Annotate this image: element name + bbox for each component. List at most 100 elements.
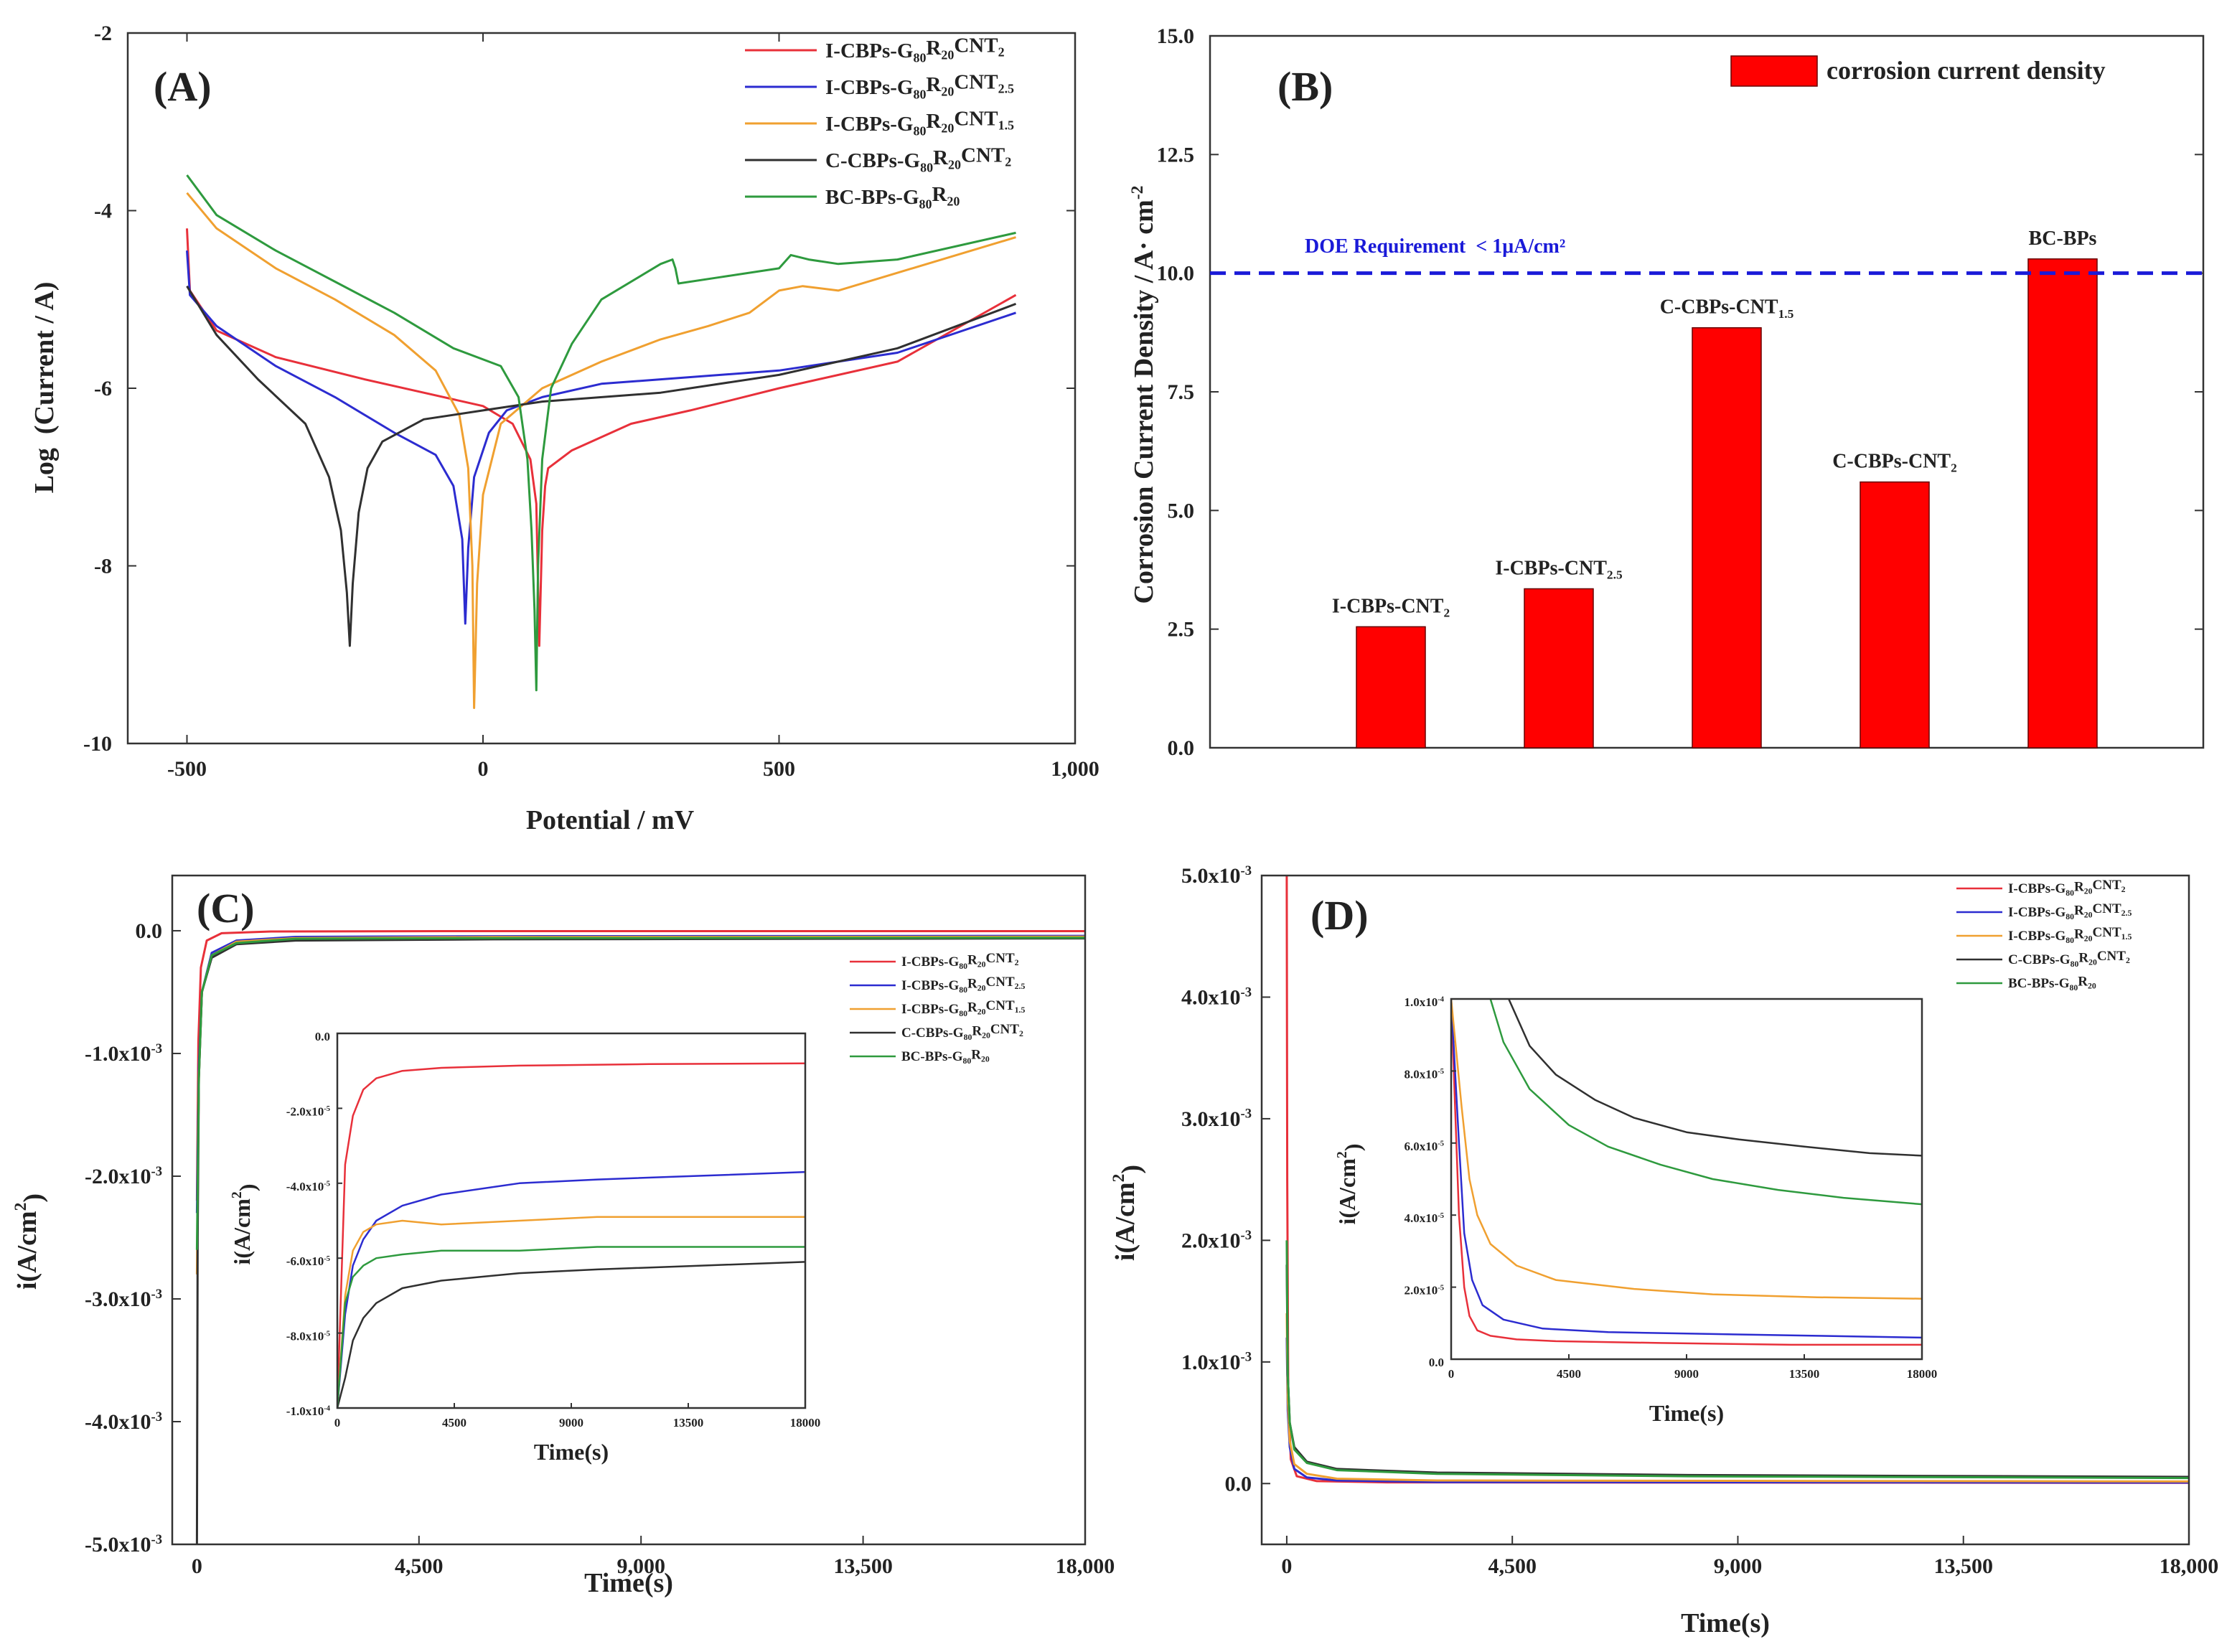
panel-b-bar-5 (2027, 258, 2098, 748)
panel-c-x-axis-label: Time(s) (584, 1568, 673, 1598)
panel-a-series-4 (186, 285, 1017, 647)
panel-a-legend-label-1: I-CBPs-G80R20CNT2 (825, 34, 1005, 65)
panel-c-inset-background (337, 1033, 805, 1408)
panel-b-reference-label: DOE Requirement < 1μA/cm² (1305, 235, 1565, 258)
panel-c-legend-label-4: C-CBPs-G80R20CNT2 (901, 1022, 1023, 1042)
panel-d-ytick-label: 4.0x10-3 (1181, 985, 1252, 1009)
panel-b-legend-swatch (1730, 55, 1818, 87)
panel-c-xtick-label: 0 (192, 1554, 202, 1578)
panel-b-bar-1 (1356, 626, 1426, 748)
panel-c-inset-xtick-label: 9000 (559, 1416, 583, 1430)
panel-d: 0 4,500 9,000 13,500 18,000 5.0x10-3 4.0x10-3 3… (1110, 863, 2218, 1638)
panel-a-series-2 (186, 250, 1016, 625)
panel-d-inset-x-axis-label: Time(s) (1649, 1400, 1724, 1426)
panel-a-xtick-label: -500 (167, 757, 207, 781)
panel-a-label: (A) (154, 63, 212, 110)
panel-b-ytick-label: 5.0 (1168, 499, 1195, 522)
panel-d-xtick-label: 4,500 (1488, 1554, 1537, 1578)
panel-c-inset-y-axis-label: i(A/cm2) (229, 1184, 260, 1265)
panel-b-label: (B) (1277, 63, 1333, 110)
panel-a-ytick-label: -10 (83, 732, 112, 756)
panel-c-inset-ytick-label: -2.0x10-5 (286, 1104, 330, 1118)
panel-d-legend-label-5: BC-BPs-G80R20 (2008, 974, 2096, 992)
panel-b-ytick-label: 12.5 (1157, 143, 1195, 166)
panel-c-legend-label-5: BC-BPs-G80R20 (901, 1047, 990, 1066)
panel-a-xtick-label: 0 (478, 757, 489, 781)
panel-a: -500 0 500 1,000 -2 -4 -6 -8 -10 Potential / mV Lo… (29, 22, 1099, 835)
panel-b-ytick-label: 7.5 (1168, 380, 1195, 404)
panel-c-inset-series-3 (337, 1216, 805, 1408)
panel-c-xtick-label: 4,500 (395, 1554, 444, 1578)
panel-c-frame (171, 874, 1087, 1546)
panel-d-inset-ytick-label: 1.0x10-4 (1404, 995, 1444, 1009)
panel-c-inset-series-1 (337, 1062, 805, 1408)
panel-b-bar-3 (1692, 327, 1762, 748)
panel-b: 0.0 2.5 5.0 7.5 10.0 12.5 15.0 I-CBPs-CNT2 I-CBP… (1128, 24, 2205, 760)
panel-a-ytick-label: -2 (94, 22, 112, 45)
panel-c-label: (C) (197, 885, 255, 931)
panel-d-xtick-label: 9,000 (1714, 1554, 1763, 1578)
panel-d-inset-series-3 (1451, 999, 1922, 1300)
panel-c-ytick-label: -5.0x10-3 (85, 1532, 162, 1557)
panel-b-ytick-label: 2.5 (1168, 618, 1195, 642)
panel-a-ytick-label: -4 (94, 200, 112, 223)
panel-c-xtick-label: 13,500 (833, 1554, 893, 1578)
panel-d-xtick-label: 13,500 (1933, 1554, 1993, 1578)
panel-d-inset-series-2 (1451, 999, 1922, 1339)
panel-c-inset-ytick-label: -4.0x10-5 (286, 1180, 330, 1193)
panel-c-inset-series-4 (337, 1261, 805, 1408)
panel-c-inset-ytick-label: 0.0 (315, 1030, 330, 1043)
panel-d-inset-xtick-label: 18000 (1907, 1367, 1938, 1381)
panel-d-inset-background (1451, 999, 1922, 1359)
panel-c-series-1 (195, 930, 1085, 1201)
panel-c-ytick-label: 0.0 (136, 919, 163, 943)
panel-b-y-axis-label: Corrosion Current Density / A· cm-2 (1128, 186, 1159, 604)
panel-a-xtick-label: 500 (763, 757, 795, 781)
panel-c-legend-label-1: I-CBPs-G80R20CNT2 (901, 951, 1019, 971)
panel-c-inset-xtick-label: 18000 (790, 1416, 821, 1430)
panel-c-inset-ytick-label: -1.0x10-4 (286, 1404, 331, 1418)
panel-d-inset-series-5 (1489, 999, 1922, 1206)
panel-d-y-axis-label: i(A/cm2) (1110, 1165, 1147, 1261)
panel-d-inset-series-1 (1451, 999, 1922, 1346)
panel-d-legend-label-4: C-CBPs-G80R20CNT2 (2008, 949, 2130, 969)
panel-b-ytick-label: 0.0 (1168, 736, 1195, 760)
panel-c-inset-xtick-label: 4500 (442, 1416, 466, 1430)
panel-c-inset-series-2 (337, 1170, 805, 1408)
panel-d-x-axis-label: Time(s) (1681, 1608, 1770, 1638)
panel-d-inset-y-axis-label: i(A/cm2) (1334, 1144, 1365, 1225)
panel-b-bar-label-2: I-CBPs-CNT2.5 (1495, 557, 1623, 581)
panel-c-inset-ytick-label: -8.0x10-5 (286, 1330, 330, 1343)
panel-d-ytick-label: 2.0x10-3 (1181, 1228, 1252, 1252)
panel-a-legend-label-5: BC-BPs-G80R20 (825, 183, 960, 211)
panel-d-legend-label-2: I-CBPs-G80R20CNT2.5 (2008, 901, 2132, 921)
panel-c-ytick-label: -2.0x10-3 (85, 1164, 162, 1188)
panel-a-y-axis-label: Log (Current / A) (29, 282, 60, 494)
panel-a-series-3 (186, 192, 1016, 709)
panel-d-legend-label-3: I-CBPs-G80R20CNT1.5 (2008, 925, 2132, 945)
panel-a-ytick-label: -6 (94, 377, 112, 400)
panel-d-inset-ytick-label: 2.0x10-5 (1404, 1284, 1444, 1297)
panel-c-ytick-label: -3.0x10-3 (85, 1287, 162, 1311)
panel-b-bar-label-4: C-CBPs-CNT2 (1832, 451, 1957, 475)
panel-a-legend-label-3: I-CBPs-G80R20CNT1.5 (825, 107, 1014, 138)
panel-c-ytick-label: -1.0x10-3 (85, 1041, 162, 1066)
panel-c-inset-ytick-label: -6.0x10-5 (286, 1254, 330, 1268)
panel-a-legend-label-4: C-CBPs-G80R20CNT2 (825, 144, 1011, 174)
panel-b-bar-label-5: BC-BPs (2029, 227, 2097, 250)
panel-d-inset-xtick-label: 13500 (1789, 1367, 1820, 1381)
panel-d-ytick-label: 0.0 (1225, 1472, 1252, 1496)
panel-d-inset-xtick-label: 9000 (1674, 1367, 1699, 1381)
panel-d-inset-ytick-label: 4.0x10-5 (1404, 1211, 1444, 1225)
panel-b-bar-label-3: C-CBPs-CNT1.5 (1660, 296, 1794, 321)
panel-d-legend-label-1: I-CBPs-G80R20CNT2 (2008, 878, 2126, 898)
panel-d-inset-ytick-label: 0.0 (1429, 1356, 1444, 1369)
panel-d-ytick-label: 1.0x10-3 (1181, 1350, 1252, 1374)
panel-d-inset-ytick-label: 6.0x10-5 (1404, 1140, 1444, 1153)
panel-d-ytick-label: 5.0x10-3 (1181, 863, 1252, 888)
panel-c-xtick-label: 18,000 (1056, 1554, 1115, 1578)
panel-c-inset-xtick-label: 0 (334, 1416, 341, 1430)
panel-d-inset-ytick-label: 8.0x10-5 (1404, 1067, 1444, 1081)
panel-c-inset-xtick-label: 13500 (673, 1416, 704, 1430)
